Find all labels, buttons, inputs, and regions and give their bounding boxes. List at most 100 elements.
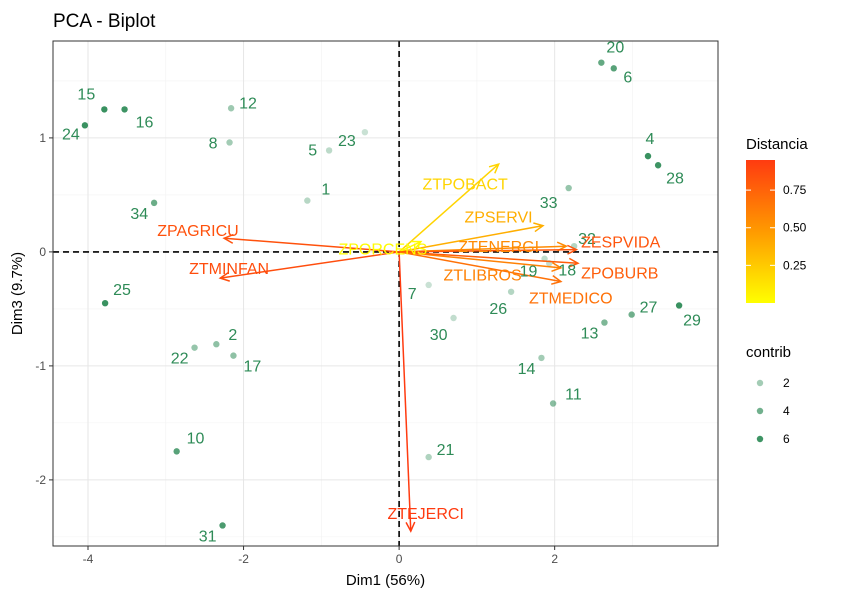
variable-label: ZTENERGI [458,239,539,256]
individual-label: 17 [243,359,261,376]
individual-point [601,319,608,326]
plot-panel [53,41,718,546]
individual-label: 30 [430,327,448,344]
variable-arrow-shaft [398,251,412,532]
reference-lines [53,41,718,546]
grid [53,41,718,546]
individual-label: 33 [540,195,558,212]
individual-label: 15 [77,86,95,103]
legend-gradient-tick-label: 0.75 [783,183,807,197]
legend-contrib-keys: 2 4 6 [756,376,790,446]
individual-label: 8 [209,135,218,152]
variable-arrow-shaft [398,163,500,253]
individual-label: 32 [578,231,596,248]
individual-point [101,299,109,307]
individual-point [675,302,683,309]
individual-point [121,106,128,113]
individual-label: 20 [606,40,624,57]
individual-point [549,400,557,407]
variable-arrow-shaft [399,248,577,253]
legend-contrib-title: contrib [746,344,791,361]
variable-arrow-shaft [224,237,400,253]
individual-label: 26 [489,301,507,318]
variable-label: ZTPOBACT [422,176,508,193]
individual-label: 13 [581,326,599,343]
individual-point [173,448,180,455]
individual-point [644,152,652,160]
variable-label: ZESPVIDA [581,235,660,252]
y-tick-label: 1 [39,131,46,145]
variable-arrow-shaft [399,251,579,265]
legend-contrib-key-point [756,435,764,443]
variable-arrow-head [488,162,500,174]
individual-point [213,341,220,348]
variable-label: ZTMEDICO [529,290,613,307]
y-axis-title: Dim3 (9.7%) [9,252,26,335]
individual-point [325,147,333,154]
x-tick-label: 2 [551,552,558,566]
individual-label: 12 [239,95,257,112]
variable-arrow-shaft [399,251,561,269]
variable-arrow-shaft [220,251,400,279]
legend-distancia-title: Distancia [746,136,808,153]
individual-label: 25 [113,282,131,299]
variable-arrow-shaft [398,251,562,283]
variable-arrow-head [218,271,230,282]
variable-arrow-head [222,233,234,244]
individual-label: 27 [640,300,658,317]
plot-border [52,40,719,547]
y-tick-label: 0 [39,245,46,259]
variable-label: ZPAGRICU [157,223,238,240]
legend-contrib-key-label: 2 [783,376,790,390]
individual-point [450,314,457,322]
individual-point [565,184,572,192]
individual-label: 18 [558,262,576,279]
individual-point [425,281,432,289]
individual-point [227,105,235,112]
variable-arrow-head [410,240,423,250]
x-tick-label: -2 [238,552,249,566]
individual-label: 11 [565,387,582,404]
individual-label: 14 [518,361,536,378]
variable-label: ZTMINFAN [189,261,269,278]
individual-label: 28 [666,170,684,187]
legend-contrib-key-point [756,379,764,387]
individual-label: 19 [520,264,538,281]
variable-arrow-head [533,222,545,233]
individual-point [425,453,432,461]
variable-arrow-head [567,244,579,255]
individual-label: 10 [187,430,205,447]
individual-point [610,65,617,72]
individual-label: 23 [338,133,356,150]
y-tick-label: -1 [35,359,46,373]
individual-points [81,59,683,529]
x-tick-label: 0 [396,552,403,566]
individual-point [628,311,635,318]
individual-point [304,197,311,204]
legend-distancia-colorbar [746,160,775,303]
individual-label: 2 [228,327,237,344]
variable-arrow-head [568,257,580,268]
individual-point [226,139,233,146]
individual-point [230,352,237,359]
legend-gradient-tick-label: 0.50 [783,221,807,235]
individual-point [101,106,108,113]
variable-labels: ZTPOBACT ZPSERVI ZPORCENS ZTENERGI ZESPVIDA Z… [157,176,660,522]
y-tick-label: -2 [35,473,46,487]
individual-label: 29 [683,312,701,329]
individual-point [150,199,158,207]
individual-label: 24 [62,126,80,143]
x-axis-title: Dim1 (56%) [346,572,425,589]
legend-distancia-ticks: 0.25 0.50 0.75 [746,183,807,272]
variable-arrow-head [551,261,563,272]
variable-arrow-shaft [398,224,544,253]
legend-contrib-key-point [756,407,764,415]
legend-contrib-key-label: 6 [783,432,790,446]
variable-label: ZPSERVI [464,210,532,227]
variable-arrow-shaft [398,240,422,253]
individual-label: 31 [199,528,217,545]
individual-point [507,288,515,295]
individual-point [654,162,662,169]
individual-point [81,122,89,129]
